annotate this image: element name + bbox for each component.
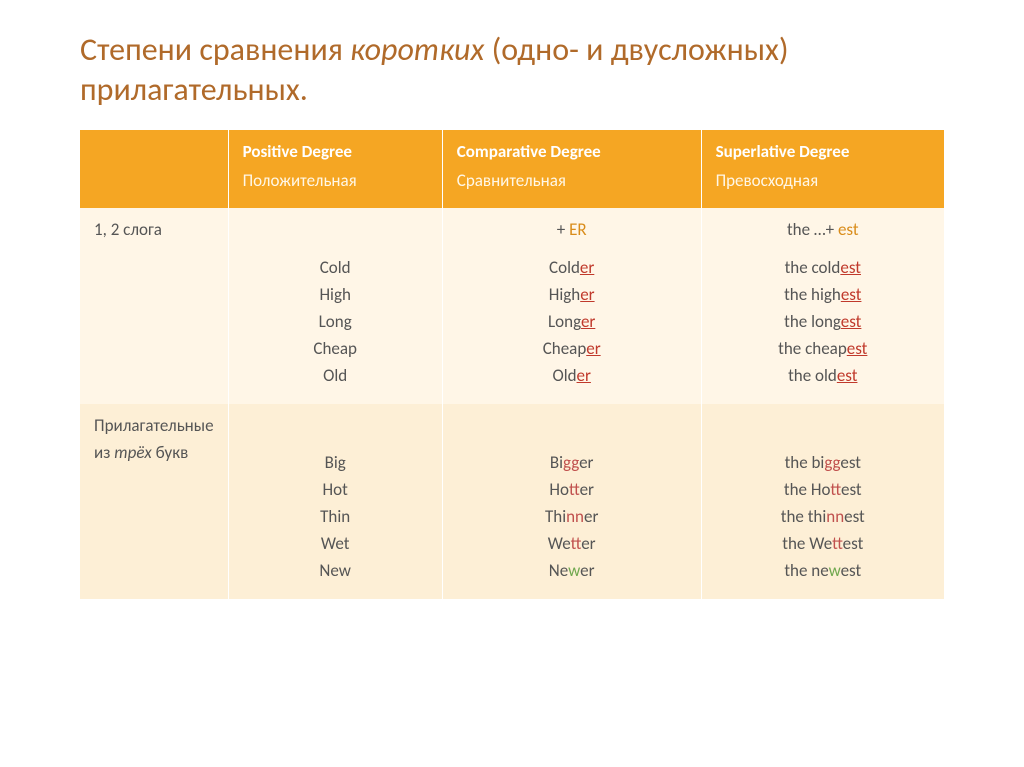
word: New bbox=[243, 557, 428, 584]
word: the Wettest bbox=[716, 530, 930, 557]
word: Wetter bbox=[457, 530, 687, 557]
word: Cold bbox=[243, 254, 428, 281]
rule-sup-prefix: the …+ bbox=[787, 219, 838, 240]
word: Older bbox=[457, 362, 687, 389]
table-row: Прилагательные из трёх букв BigHotThinWe… bbox=[80, 404, 944, 599]
th-superlative-en: Superlative Degree bbox=[716, 141, 850, 162]
word: Cheaper bbox=[457, 335, 687, 362]
word: the oldest bbox=[716, 362, 930, 389]
row2-comparative: BiggerHotterThinnerWetterNewer bbox=[442, 404, 701, 599]
table-row: 1, 2 слога ColdHighLongCheapOld + ER Col… bbox=[80, 208, 944, 403]
rule-comp-suffix: ER bbox=[569, 219, 587, 240]
row2-label-l2-it: трёх bbox=[114, 442, 152, 463]
row1-positive: ColdHighLongCheapOld bbox=[228, 208, 442, 403]
th-blank bbox=[80, 130, 228, 208]
page-title: Степени сравнения коротких (одно- и двус… bbox=[80, 30, 944, 110]
word: Cheap bbox=[243, 335, 428, 362]
word: Long bbox=[243, 308, 428, 335]
word: Hot bbox=[243, 476, 428, 503]
word: Higher bbox=[457, 281, 687, 308]
word: Big bbox=[243, 449, 428, 476]
word: Bigger bbox=[457, 449, 687, 476]
word: Thinner bbox=[457, 503, 687, 530]
word: Colder bbox=[457, 254, 687, 281]
word: the coldest bbox=[716, 254, 930, 281]
th-superlative-ru: Превосходная bbox=[716, 167, 930, 194]
th-comparative: Comparative Degree Сравнительная bbox=[442, 130, 701, 208]
row1-superlative: the …+ est the coldestthe highestthe lon… bbox=[701, 208, 944, 403]
th-comparative-ru: Сравнительная bbox=[457, 167, 687, 194]
word: Thin bbox=[243, 503, 428, 530]
row1-label: 1, 2 слога bbox=[80, 208, 228, 403]
title-part1: Степени сравнения bbox=[80, 30, 350, 69]
word: the cheapest bbox=[716, 335, 930, 362]
word: the highest bbox=[716, 281, 930, 308]
comparison-table: Positive Degree Положительная Comparativ… bbox=[80, 130, 944, 599]
row2-label: Прилагательные из трёх букв bbox=[80, 404, 228, 599]
row2-label-l2-pre: из bbox=[94, 442, 114, 463]
word: High bbox=[243, 281, 428, 308]
title-italic: коротких bbox=[350, 30, 484, 69]
word: the newest bbox=[716, 557, 930, 584]
word: Hotter bbox=[457, 476, 687, 503]
th-positive: Positive Degree Положительная bbox=[228, 130, 442, 208]
th-comparative-en: Comparative Degree bbox=[457, 141, 601, 162]
th-positive-ru: Положительная bbox=[243, 167, 428, 194]
row2-label-l2-post: букв bbox=[152, 442, 189, 463]
word: the Hottest bbox=[716, 476, 930, 503]
row2-label-l1: Прилагательные bbox=[94, 415, 214, 436]
th-positive-en: Positive Degree bbox=[243, 141, 352, 162]
word: Longer bbox=[457, 308, 687, 335]
rule-comp-prefix: + bbox=[557, 219, 569, 240]
word: Old bbox=[243, 362, 428, 389]
word: the longest bbox=[716, 308, 930, 335]
row1-comparative: + ER ColderHigherLongerCheaperOlder bbox=[442, 208, 701, 403]
table-header-row: Positive Degree Положительная Comparativ… bbox=[80, 130, 944, 208]
row2-positive: BigHotThinWetNew bbox=[228, 404, 442, 599]
row2-superlative: the biggestthe Hottestthe thinnestthe We… bbox=[701, 404, 944, 599]
word: Newer bbox=[457, 557, 687, 584]
word: Wet bbox=[243, 530, 428, 557]
th-superlative: Superlative Degree Превосходная bbox=[701, 130, 944, 208]
rule-sup-suffix: est bbox=[838, 219, 859, 240]
word: the biggest bbox=[716, 449, 930, 476]
word: the thinnest bbox=[716, 503, 930, 530]
